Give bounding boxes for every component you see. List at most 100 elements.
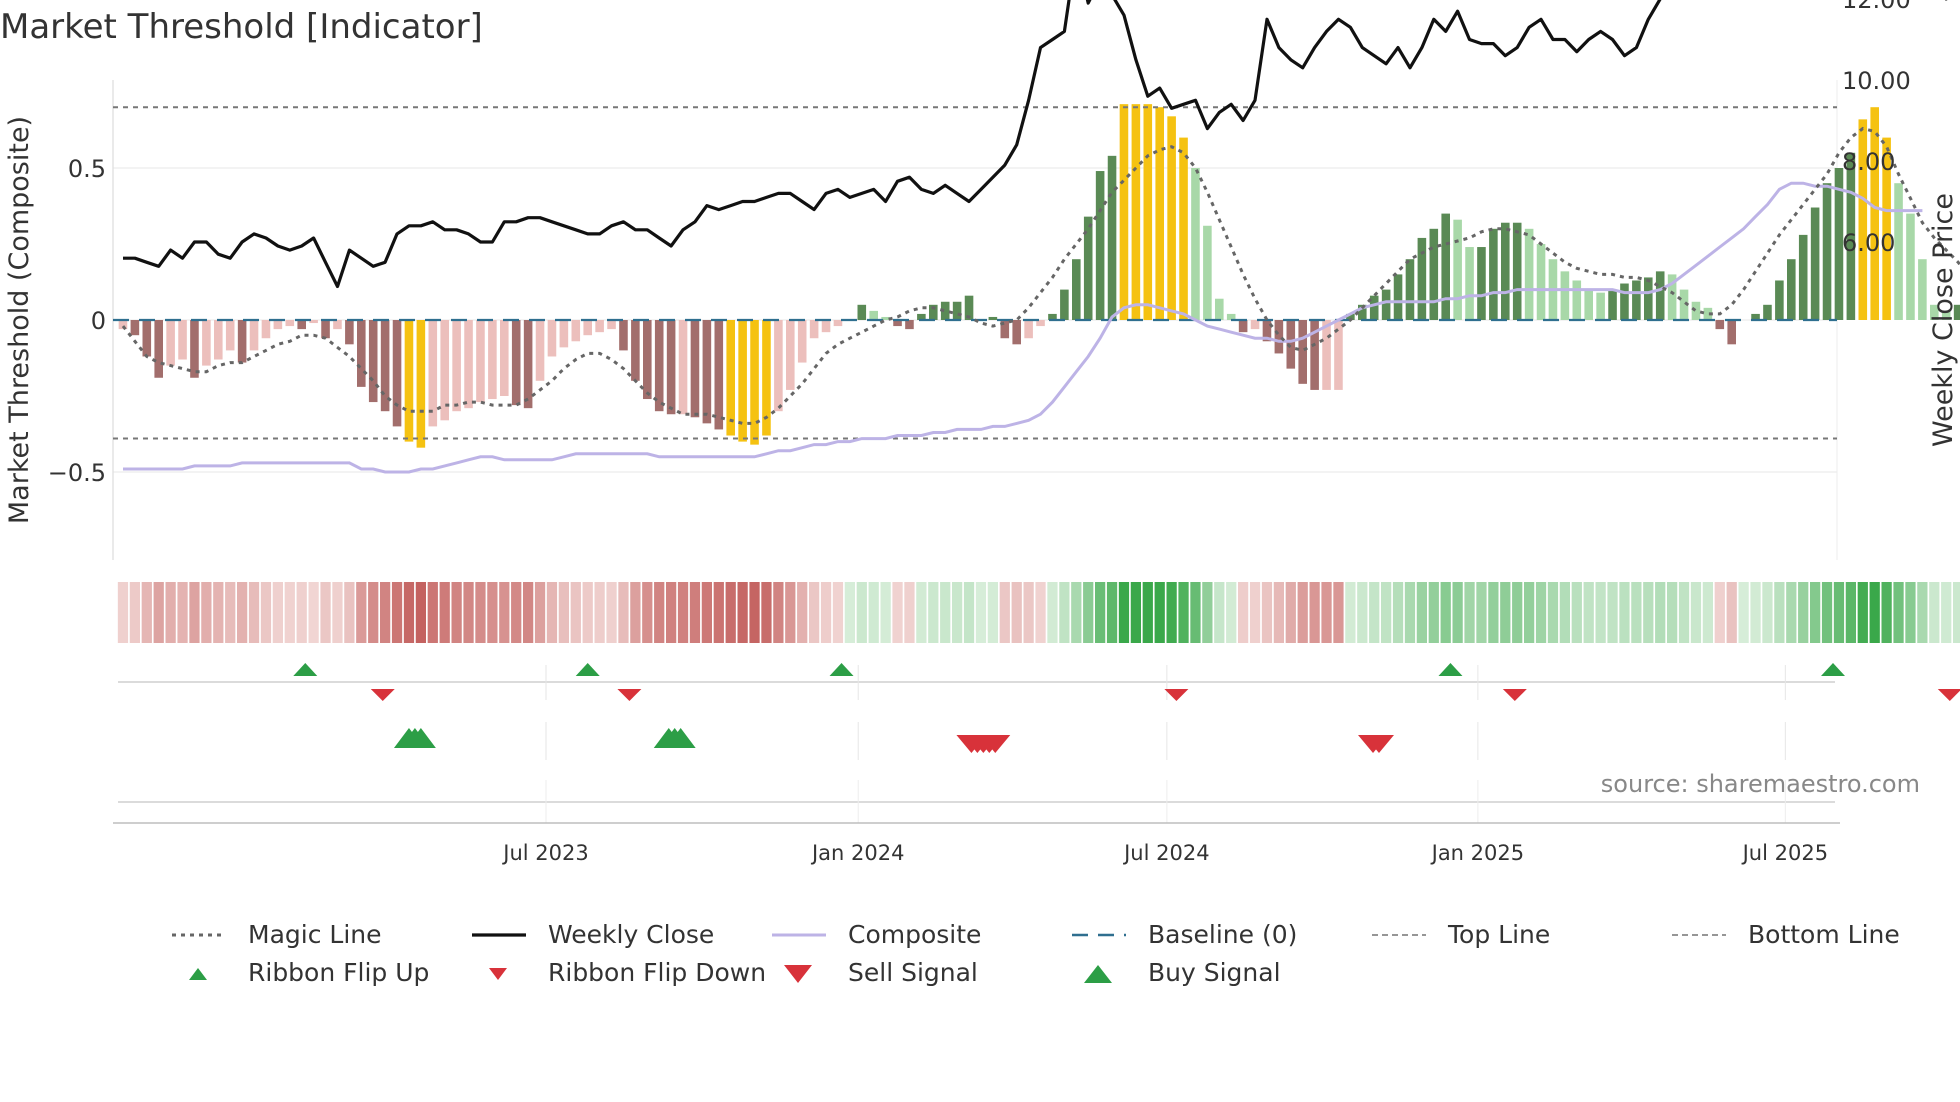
ribbon-cell: [904, 582, 915, 643]
composite-bar: [905, 320, 914, 330]
sell-signal-marker: [980, 735, 1011, 753]
ribbon-cell: [1535, 582, 1547, 643]
legend-item-flipdown: Ribbon Flip Down: [470, 958, 766, 987]
ribbon-cell: [1702, 582, 1713, 643]
ribbon-cell: [1667, 582, 1678, 643]
left-axis: 0.5 0 −0.5: [48, 155, 106, 487]
composite-bar: [500, 320, 509, 396]
composite-bar: [1226, 313, 1236, 320]
ribbon-flip-down-marker: [1937, 689, 1960, 701]
composite-bar: [1465, 247, 1474, 320]
composite-bar: [1048, 313, 1057, 320]
ribbon-cell: [534, 582, 546, 643]
composite-bar: [178, 320, 187, 360]
ribbon-cell: [415, 582, 426, 643]
composite-bar: [714, 320, 724, 430]
composite-bar: [511, 320, 521, 406]
ribbon-cell: [1428, 582, 1439, 643]
composite-bar: [1310, 320, 1319, 390]
ribbon-cell: [1238, 582, 1249, 643]
ribbon-cell: [1810, 582, 1821, 643]
composite-bar: [1155, 107, 1164, 320]
ribbon-cell: [1476, 582, 1487, 643]
composite-bar: [1810, 207, 1820, 320]
ribbon-cell: [129, 582, 140, 643]
composite-bar: [1179, 137, 1188, 320]
composite-bar: [1655, 271, 1665, 320]
composite-bar: [1930, 304, 1939, 320]
ribbon-cell: [1714, 582, 1725, 643]
composite-bar: [666, 320, 676, 415]
ribbon-cell: [1845, 582, 1856, 643]
ribbon-cell: [1071, 582, 1082, 643]
ribbon-cell: [1750, 582, 1761, 643]
ribbon-cell: [380, 582, 391, 643]
legend-label: Baseline (0): [1148, 920, 1298, 949]
ribbon-cell: [1595, 582, 1606, 643]
composite-bar: [1870, 107, 1879, 320]
composite-bar: [1679, 289, 1689, 320]
ribbon-cell: [1178, 582, 1189, 643]
ribbon-cell: [1130, 582, 1141, 643]
composite-bar: [1703, 307, 1713, 320]
composite-bar: [1119, 104, 1129, 320]
ribbon-cell: [1738, 582, 1749, 643]
ribbon-cell: [332, 582, 343, 643]
x-tick-label: Jul 2023: [501, 841, 588, 865]
composite-bar: [1238, 320, 1248, 333]
ribbon-cell: [1059, 582, 1070, 643]
ribbon-cell: [1249, 582, 1261, 643]
x-axis: Jul 2023 Jan 2024 Jul 2024 Jan 2025 Jul 2025: [113, 822, 1840, 865]
ribbon-cell: [1011, 582, 1022, 643]
ribbon-cell: [1678, 582, 1690, 643]
legend-swatch-bottom: [1672, 933, 1726, 936]
ribbon-cell: [439, 582, 450, 643]
ribbon-cell: [260, 582, 272, 643]
ribbon-cell: [999, 582, 1010, 643]
legend-label: Composite: [848, 920, 982, 949]
composite-bar: [1060, 289, 1069, 320]
composite-bar: [726, 320, 735, 436]
composite-bar: [762, 320, 771, 436]
y-tick-label-right: 10.00: [1842, 67, 1911, 95]
ribbon-cell: [1881, 582, 1892, 643]
composite-bar: [857, 304, 867, 320]
composite-bar: [1620, 283, 1629, 320]
ribbon-flip-up-marker: [293, 663, 318, 676]
ribbon-cell: [940, 582, 951, 643]
composite-bar: [464, 320, 473, 409]
composite-bar: [869, 310, 878, 320]
composite-bar: [368, 320, 378, 403]
ribbon-cell: [558, 582, 569, 643]
legend-item-buy: Buy Signal: [1070, 958, 1281, 987]
composite-bar: [1072, 259, 1081, 320]
legend-swatch-composite: [772, 933, 826, 936]
composite-bar: [297, 320, 306, 330]
composite-bar: [940, 301, 950, 320]
composite-bar: [392, 320, 402, 427]
ribbon-cell: [1285, 582, 1296, 643]
composite-bar: [1167, 116, 1176, 320]
composite-bar: [1131, 104, 1141, 320]
ribbon-cell: [809, 582, 820, 643]
ribbon-cell: [880, 582, 891, 643]
ribbon-cell: [523, 582, 534, 643]
ribbon-cell: [916, 582, 927, 643]
ribbon-cell: [177, 582, 188, 643]
ribbon-cell: [475, 582, 486, 643]
ribbon-cell: [1035, 582, 1046, 643]
composite-bar: [440, 320, 449, 421]
composite-bar: [273, 320, 283, 330]
composite-bar: [1644, 277, 1653, 320]
composite-bar: [988, 316, 998, 320]
composite-bar: [1894, 183, 1903, 320]
composite-bar: [952, 301, 962, 320]
ribbon-cell: [1023, 582, 1034, 643]
ribbon-cell: [642, 582, 653, 643]
composite-bar: [607, 320, 616, 330]
ribbon-cell: [272, 582, 283, 643]
composite-bar: [202, 320, 211, 366]
ribbon-cell: [1273, 582, 1284, 643]
legend-swatch-sell: [784, 964, 812, 983]
ribbon-cell: [1154, 582, 1165, 643]
